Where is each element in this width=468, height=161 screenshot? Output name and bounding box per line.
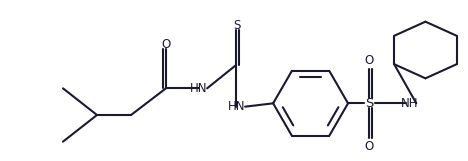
Text: NH: NH bbox=[401, 97, 418, 110]
Text: O: O bbox=[161, 38, 170, 51]
Text: S: S bbox=[365, 97, 373, 110]
Text: HN: HN bbox=[227, 100, 245, 113]
Text: O: O bbox=[365, 53, 374, 66]
Text: S: S bbox=[234, 19, 241, 32]
Text: HN: HN bbox=[190, 82, 208, 95]
Text: O: O bbox=[365, 140, 374, 153]
